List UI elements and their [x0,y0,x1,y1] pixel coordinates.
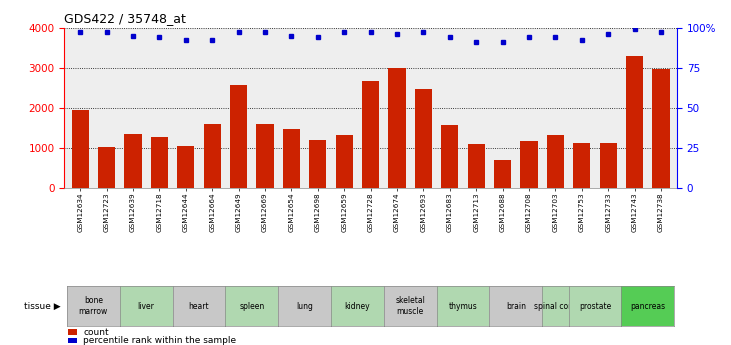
Text: pancreas: pancreas [630,302,665,311]
Bar [336,135,353,188]
Bar [415,89,432,188]
Bar [599,143,617,188]
Text: count: count [83,327,109,337]
Bar [68,329,77,335]
Bar [98,147,115,188]
Bar [124,134,142,188]
Bar [653,69,670,188]
Bar [520,141,537,188]
Bar [151,137,168,188]
Text: lung: lung [296,302,313,311]
Bar [257,124,273,188]
Text: brain: brain [506,302,526,311]
Text: heart: heart [189,302,209,311]
Text: GDS422 / 35748_at: GDS422 / 35748_at [64,12,186,25]
Bar [494,160,511,188]
Bar [388,68,406,188]
Bar [72,110,88,188]
Bar [230,85,247,188]
Bar [362,80,379,188]
Bar [283,129,300,188]
Text: spleen: spleen [239,302,265,311]
Text: bone
marrow: bone marrow [79,296,108,316]
Text: kidney: kidney [344,302,370,311]
Text: thymus: thymus [449,302,477,311]
Bar [573,143,591,188]
Text: tissue ▶: tissue ▶ [24,302,61,311]
Text: spinal cord: spinal cord [534,302,577,311]
Text: liver: liver [137,302,155,311]
Bar [309,140,326,188]
Text: skeletal
muscle: skeletal muscle [395,296,425,316]
Bar [68,338,77,343]
Bar [204,124,221,188]
Text: percentile rank within the sample: percentile rank within the sample [83,336,236,345]
Bar [626,57,643,188]
Bar [547,135,564,188]
Bar [177,146,194,188]
Bar [468,144,485,188]
Text: prostate: prostate [579,302,611,311]
Bar [442,126,458,188]
